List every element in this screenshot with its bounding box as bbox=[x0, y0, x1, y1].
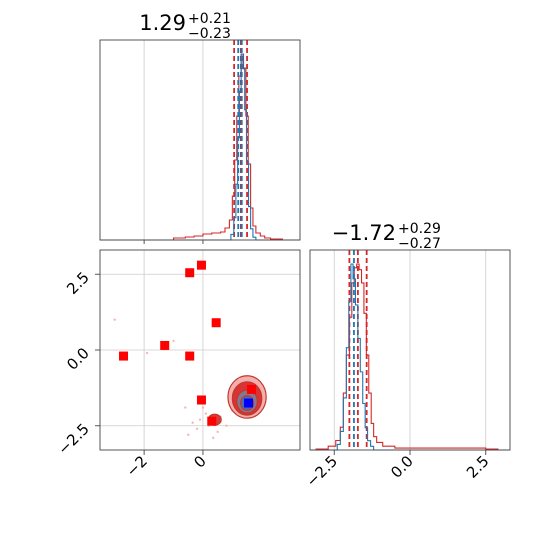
scatter-sample-7 bbox=[201, 406, 205, 409]
hist-y-hist-1 bbox=[310, 263, 510, 451]
scatter-red-point-2 bbox=[211, 318, 221, 328]
scatter-sample-13 bbox=[145, 351, 149, 355]
scatter-xtick-label-0: −2 bbox=[123, 452, 151, 480]
scatter-red-point-5 bbox=[185, 351, 195, 361]
scatter-sample-3 bbox=[216, 430, 219, 434]
hist-x-title-median: 1.29 bbox=[139, 11, 186, 35]
hist-y-title: −1.72 +0.29−0.27 bbox=[332, 221, 441, 252]
hist-y-xtick-label-1: 0.0 bbox=[387, 452, 417, 482]
hist-x-title: 1.29 +0.21−0.23 bbox=[139, 11, 231, 42]
scatter-red-point-4 bbox=[119, 351, 129, 361]
scatter-sample-4 bbox=[195, 427, 199, 430]
scatter-blue-point-0 bbox=[244, 398, 254, 408]
hist-x-title-plus: +0.21 bbox=[188, 11, 231, 27]
scatter-red-point-8 bbox=[207, 416, 217, 426]
scatter-red-point-7 bbox=[246, 384, 256, 394]
hist-x-hist-1 bbox=[100, 53, 300, 241]
hist-y-title-minus: −0.27 bbox=[398, 236, 441, 252]
scatter-sample-2 bbox=[198, 418, 202, 421]
scatter-red-point-3 bbox=[160, 340, 170, 350]
scatter-sample-9 bbox=[187, 433, 190, 437]
scatter-red-point-6 bbox=[196, 395, 206, 405]
hist-x-frame bbox=[99, 39, 301, 241]
scatter-sample-0 bbox=[204, 412, 208, 415]
hist-y-xtick-label-2: 2.5 bbox=[463, 452, 493, 482]
scatter-red-point-1 bbox=[185, 268, 195, 278]
scatter-sample-15 bbox=[113, 318, 116, 321]
hist-x-title-minus: −0.23 bbox=[188, 26, 231, 42]
hist-y-title-plus: +0.29 bbox=[398, 221, 441, 237]
scatter-xtick-label-1: 0 bbox=[190, 452, 209, 471]
scatter-ytick-label-1: 0.0 bbox=[63, 344, 93, 374]
scatter-sample-14 bbox=[172, 339, 175, 343]
scatter-sample-12 bbox=[184, 406, 187, 409]
hist-x-bg bbox=[100, 40, 300, 240]
scatter-ytick-label-2: −2.5 bbox=[54, 420, 92, 458]
scatter-sample-8 bbox=[212, 436, 215, 440]
scatter-sample-6 bbox=[191, 421, 194, 424]
scatter-sample-10 bbox=[225, 424, 228, 427]
hist-y-title-median: −1.72 bbox=[332, 221, 396, 245]
hist-y-xtick-label-0: −2.5 bbox=[303, 452, 341, 490]
scatter-ytick-label-0: 2.5 bbox=[63, 268, 93, 298]
scatter-red-point-0 bbox=[196, 260, 206, 270]
hist-y-hist-0 bbox=[310, 263, 510, 451]
